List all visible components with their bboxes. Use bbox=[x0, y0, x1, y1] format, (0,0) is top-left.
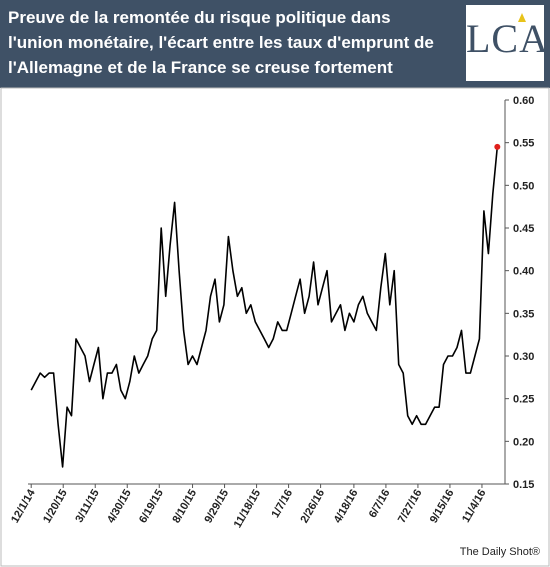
y-tick-label: 0.55 bbox=[513, 138, 534, 150]
last-point bbox=[494, 143, 501, 150]
y-tick-label: 0.20 bbox=[513, 436, 534, 448]
y-tick-label: 0.15 bbox=[513, 479, 534, 491]
logo: LCA bbox=[466, 5, 549, 81]
line bbox=[30, 146, 499, 468]
x-tick-label: 9/15/16 bbox=[428, 488, 457, 526]
x-tick-label: 1/7/16 bbox=[269, 488, 295, 520]
y-tick-label: 0.50 bbox=[513, 180, 534, 192]
x-tick-label: 8/10/15 bbox=[170, 488, 199, 526]
x-tick-label: 12/1/14 bbox=[9, 487, 38, 526]
x-tick-label: 11/4/16 bbox=[460, 487, 488, 524]
x-tick-label: 6/7/16 bbox=[367, 488, 393, 520]
x-tick-label: 4/18/16 bbox=[332, 488, 361, 526]
logo-text: LCA bbox=[466, 16, 549, 61]
x-tick-label: 2/26/16 bbox=[298, 488, 327, 526]
header: Preuve de la remontée du risque politiqu… bbox=[0, 0, 550, 88]
x-tick-label: 7/27/16 bbox=[396, 488, 425, 526]
y-tick-label: 0.25 bbox=[513, 394, 534, 406]
source: The Daily Shot® bbox=[460, 546, 540, 558]
x-tick-label: 11/18/15 bbox=[232, 488, 264, 531]
x-tick-label: 4/30/15 bbox=[105, 488, 134, 526]
y-tick-label: 0.40 bbox=[513, 266, 534, 278]
x-tick-label: 1/20/15 bbox=[41, 488, 70, 526]
y-tick-label: 0.35 bbox=[513, 308, 534, 320]
chart-frame bbox=[0, 87, 550, 567]
chart-title: Preuve de la remontée du risque politiqu… bbox=[8, 8, 434, 77]
x-tick-label: 9/29/15 bbox=[202, 488, 231, 526]
x-tick-label: 6/19/15 bbox=[137, 488, 166, 526]
y-tick-label: 0.45 bbox=[513, 223, 534, 235]
y-tick-label: 0.60 bbox=[513, 95, 534, 107]
x-tick-label: 3/11/15 bbox=[73, 488, 101, 525]
y-tick-label: 0.30 bbox=[513, 351, 534, 363]
